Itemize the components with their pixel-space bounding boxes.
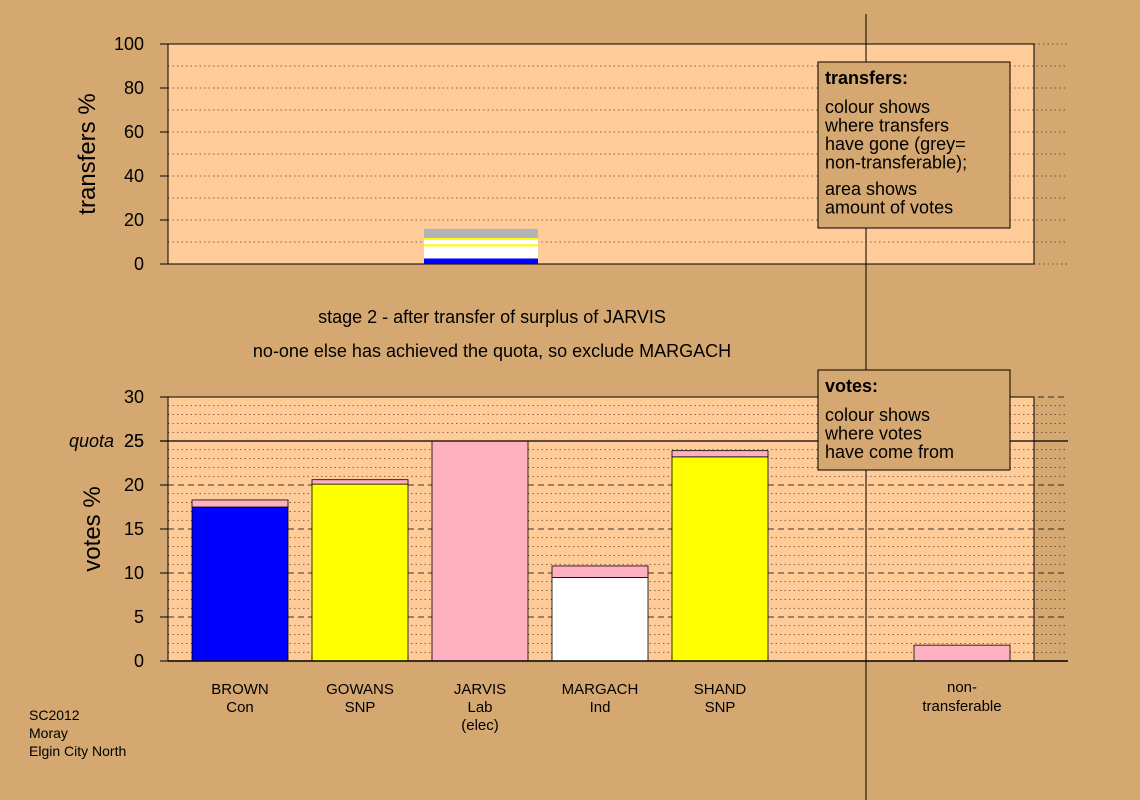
vote-bar-brown-transfer	[191, 499, 289, 508]
candidate-party-label: Con	[226, 699, 254, 716]
transfers-legend-box-text: amount of votes	[825, 198, 953, 218]
quota-value-label: 25	[124, 431, 144, 451]
votes-legend-box-text: colour shows	[825, 405, 930, 425]
transfers-legend-box-text: have gone (grey=	[825, 134, 966, 154]
votes-y-tick-label: 0	[134, 651, 144, 671]
vote-bar-gowans	[311, 483, 409, 662]
transfers-legend-box-text: non-transferable);	[825, 153, 967, 173]
votes-y-tick-label: 25	[124, 431, 144, 451]
transfers-legend-box-title: transfers:	[825, 68, 908, 88]
transfers-y-tick-label: 60	[124, 122, 144, 142]
votes-y-tick-label: 20	[124, 475, 144, 495]
candidate-name-label: GOWANS	[326, 681, 394, 698]
transfer-segment-brown	[424, 258, 538, 264]
candidate-party-label: SNP	[345, 699, 376, 716]
votes-legend-box-text: where votes	[824, 424, 922, 444]
transfer-segment-gowans	[424, 244, 538, 247]
vote-bar-gowans-transfer	[311, 479, 409, 485]
vote-bar-brown	[191, 506, 289, 662]
transfer-segment-margach	[424, 239, 538, 245]
transfers-legend-box-text: where transfers	[824, 116, 949, 136]
vote-bar-margach	[551, 577, 649, 662]
transfers-legend-box-text: colour shows	[825, 97, 930, 117]
candidate-status-label: (elec)	[461, 717, 499, 734]
candidate-name-label: SHAND	[694, 681, 747, 698]
transfers-y-tick-label: 100	[114, 34, 144, 54]
votes-y-tick-label: 10	[124, 563, 144, 583]
footer-label: Moray	[29, 725, 68, 741]
vote-bar-shand	[671, 456, 769, 662]
footer-label: Elgin City North	[29, 743, 126, 759]
votes-legend-box-title: votes:	[825, 376, 878, 396]
non-transferable-label: transferable	[922, 698, 1001, 715]
transfers-y-tick-label: 0	[134, 254, 144, 274]
candidate-name-label: MARGACH	[562, 681, 639, 698]
vote-bar-jarvis	[431, 440, 529, 662]
transfer-segment-shand	[424, 238, 538, 240]
vote-bar-margach-transfer	[551, 565, 649, 578]
stage-explanation: no-one else has achieved the quota, so e…	[253, 341, 731, 361]
votes-legend-box	[817, 369, 1011, 471]
transfers-y-tick-label: 80	[124, 78, 144, 98]
transfers-legend-box-text: area shows	[825, 179, 917, 199]
transfers-y-tick-label: 20	[124, 210, 144, 230]
votes-y-tick-label: 5	[134, 607, 144, 627]
votes-legend-box-text: have come from	[825, 442, 954, 462]
non-transferable-label: non-	[947, 679, 977, 696]
candidate-party-label: Lab	[467, 699, 492, 716]
transfers-y-tick-label: 40	[124, 166, 144, 186]
candidate-name-label: JARVIS	[454, 681, 506, 698]
votes-y-tick-label: 30	[124, 387, 144, 407]
transfer-segment-non-transferable	[424, 228, 538, 239]
candidate-party-label: Ind	[590, 699, 611, 716]
votes-y-tick-label: 15	[124, 519, 144, 539]
vote-bar-shand-transfer	[671, 450, 769, 458]
candidate-name-label: BROWN	[211, 681, 269, 698]
vote-bar-non-transferable	[913, 644, 1011, 662]
transfers-y-axis-title: transfers %	[74, 93, 101, 214]
quota-label: quota	[69, 431, 114, 451]
transfer-segment-margach	[424, 246, 538, 259]
votes-y-axis-title: votes %	[79, 486, 106, 571]
footer-label: SC2012	[29, 707, 80, 723]
transfers-legend-box	[817, 61, 1011, 229]
stage-caption: stage 2 - after transfer of surplus of J…	[318, 307, 666, 327]
candidate-party-label: SNP	[705, 699, 736, 716]
